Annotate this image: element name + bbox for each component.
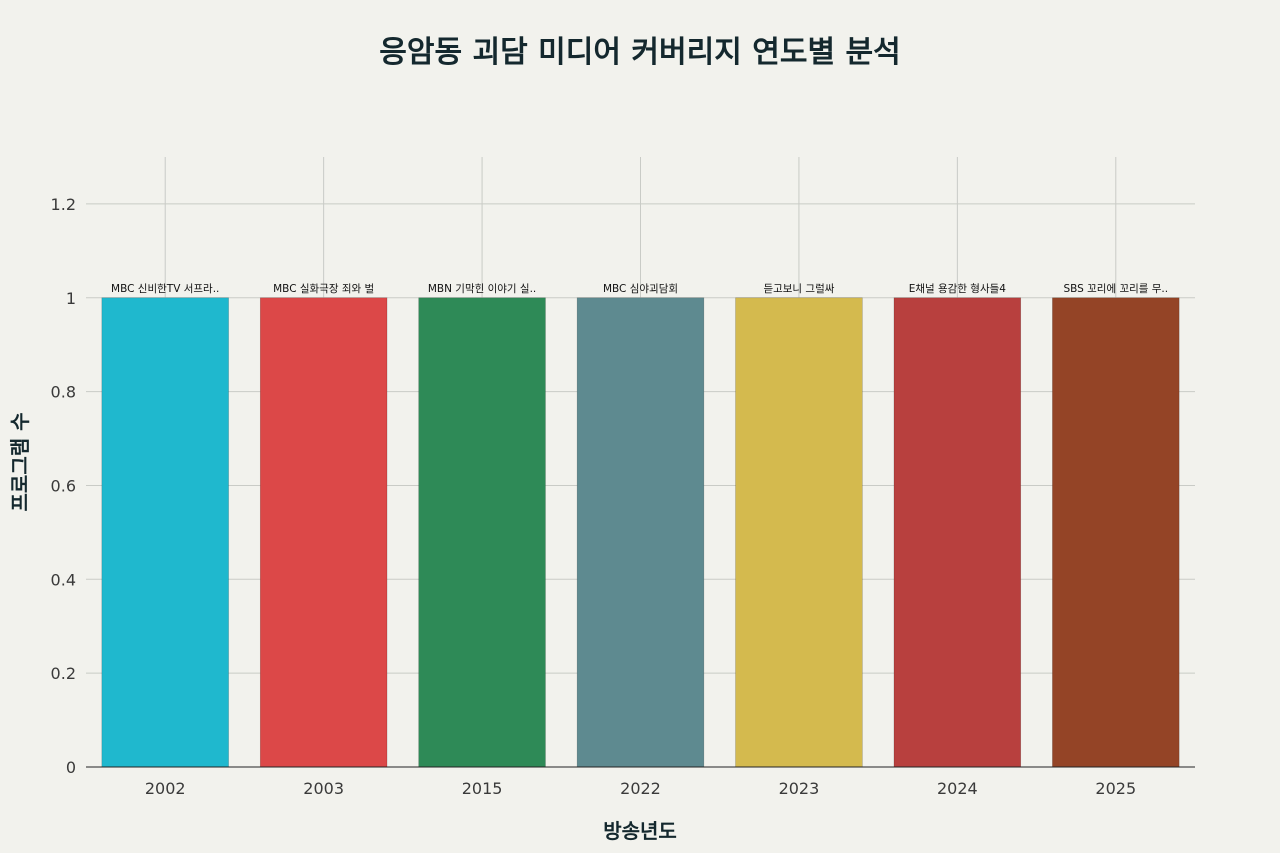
bar-data-label: MBC 신비한TV 서프라.. xyxy=(111,283,219,295)
bar-data-label: SBS 꼬리에 꼬리를 무.. xyxy=(1063,283,1168,295)
bar xyxy=(101,297,229,768)
bar-data-label: E채널 용감한 형사들4 xyxy=(909,283,1007,295)
bar xyxy=(735,297,863,768)
y-tick-label: 1.2 xyxy=(51,195,76,214)
axes: 0 0.2 0.4 0.6 0.8 1 1.2 2002 2003 2015 2022 2023 202… xyxy=(51,195,1195,798)
y-tick-label: 0.4 xyxy=(51,570,76,589)
bar xyxy=(893,297,1022,768)
y-tick-label: 1 xyxy=(66,289,76,308)
bar-data-label: MBC 실화극장 죄와 벌 xyxy=(273,283,374,295)
x-tick-label: 2024 xyxy=(937,779,978,798)
bar-data-label: MBN 기막힌 이야기 실.. xyxy=(428,282,536,295)
x-axis-title: 방송년도 xyxy=(603,819,677,843)
bar-data-label: MBC 심야괴담회 xyxy=(603,282,678,295)
x-tick-label: 2015 xyxy=(462,779,503,798)
y-tick-label: 0.2 xyxy=(51,664,76,683)
y-tick-label: 0.6 xyxy=(51,476,76,495)
chart-title: 응암동 괴담 미디어 커버리지 연도별 분석 xyxy=(379,35,900,70)
bar-labels: MBC 신비한TV 서프라.. MBC 실화극장 죄와 벌 MBN 기막힌 이야기 … xyxy=(111,282,1168,295)
x-tick-label: 2022 xyxy=(620,779,661,798)
bars xyxy=(101,297,1180,768)
bar xyxy=(576,297,705,768)
y-tick-label: 0.8 xyxy=(51,383,76,402)
bar xyxy=(1052,297,1180,768)
x-tick-label: 2003 xyxy=(303,779,344,798)
y-axis-title: 프로그램 수 xyxy=(8,413,32,512)
y-tick-label: 0 xyxy=(66,758,76,777)
x-tick-label: 2002 xyxy=(145,779,186,798)
x-tick-label: 2023 xyxy=(779,779,820,798)
bar xyxy=(418,297,546,768)
x-tick-label: 2025 xyxy=(1095,779,1136,798)
bar xyxy=(259,297,388,768)
bar-data-label: 듣고보니 그럴싸 xyxy=(763,282,834,295)
